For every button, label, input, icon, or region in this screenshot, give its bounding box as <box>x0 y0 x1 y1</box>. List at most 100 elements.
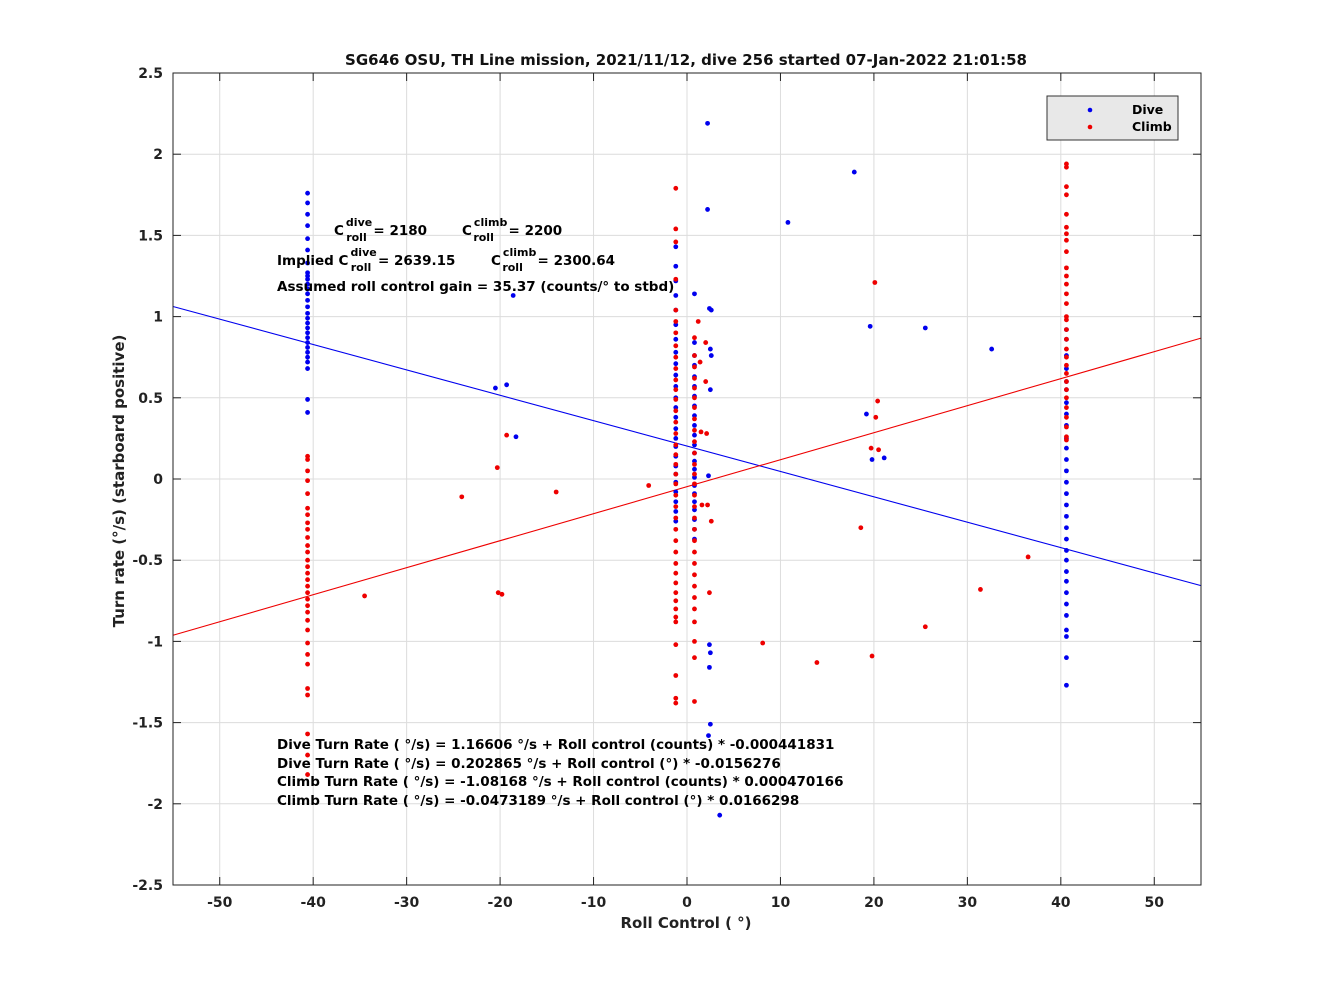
x-tick-label: 50 <box>1145 895 1165 911</box>
c-roll-climb-sup: climb <box>474 216 508 229</box>
dive-point <box>673 372 679 378</box>
dive-point <box>707 664 712 670</box>
climb-point <box>692 572 697 578</box>
climb-point <box>305 512 310 518</box>
implied-dive-sup: dive <box>350 246 376 259</box>
climb-point <box>1064 379 1069 384</box>
dive-point <box>692 432 697 438</box>
climb-degrees-equation: Climb Turn Rate ( °/s) = -0.0473189 °/s … <box>277 793 799 809</box>
climb-point <box>692 538 697 544</box>
climb-point <box>692 405 697 410</box>
climb-point <box>504 432 510 438</box>
climb-point <box>692 395 697 401</box>
climb-point <box>1064 336 1069 342</box>
climb-point <box>697 359 703 365</box>
climb-point <box>1064 371 1069 376</box>
dive-point <box>717 812 723 818</box>
y-axis-label: Turn rate (°/s) (starboard positive) <box>110 335 128 628</box>
climb-point <box>305 609 310 615</box>
climb-point <box>1064 273 1069 279</box>
climb-point <box>1064 327 1069 332</box>
climb-point <box>673 226 679 232</box>
climb-point <box>305 583 310 589</box>
y-tick-label: -1.5 <box>132 716 163 732</box>
dive-point <box>1064 613 1069 618</box>
dive-point <box>881 455 887 461</box>
dive-point <box>692 291 697 297</box>
climb-point <box>708 518 714 524</box>
implied-dive-annotation: Implied Cdive roll = 2639.15 <box>277 246 455 274</box>
climb-point <box>305 491 310 497</box>
c-roll-dive-value: = 2180 <box>369 223 427 239</box>
c-roll-climb-sub: roll <box>473 231 494 244</box>
climb-point <box>858 525 864 531</box>
dive-point <box>1064 601 1069 607</box>
dive-point <box>707 387 713 393</box>
climb-point <box>1025 554 1031 560</box>
scatter-points <box>305 120 1069 818</box>
dive-point <box>513 434 519 440</box>
dive-point <box>305 260 310 266</box>
climb-point <box>1064 301 1069 307</box>
dive-point <box>673 349 679 355</box>
dive-point <box>692 499 697 505</box>
climb-point <box>695 319 701 324</box>
dive-point <box>1064 445 1069 451</box>
climb-point <box>305 549 310 555</box>
dive-point <box>673 244 679 250</box>
climb-point <box>673 276 679 282</box>
climb-point <box>1064 249 1069 255</box>
implied-dive-sub: roll <box>351 261 372 274</box>
x-tick-label: 10 <box>771 895 791 911</box>
climb-point <box>673 431 679 436</box>
dive-point <box>305 345 310 350</box>
climb-point <box>692 699 697 704</box>
climb-point <box>305 596 310 602</box>
climb-point <box>692 385 697 391</box>
x-tick-label: -10 <box>581 895 607 911</box>
climb-point <box>692 427 697 433</box>
climb-point <box>1064 231 1069 237</box>
dive-point <box>305 276 310 282</box>
climb-point <box>673 185 679 191</box>
dive-point <box>305 410 310 415</box>
climb-point <box>692 461 697 467</box>
climb-point <box>305 543 310 548</box>
legend: Dive Climb <box>1046 95 1179 141</box>
dive-point <box>705 207 710 212</box>
climb-point <box>692 439 697 445</box>
climb-point <box>1064 424 1069 430</box>
dive-point <box>305 211 310 217</box>
climb-point <box>673 343 679 349</box>
y-tick-label: -1 <box>147 634 163 650</box>
legend-box <box>1046 95 1179 141</box>
implied-climb-prefix: C <box>491 253 501 269</box>
x-axis-ticks: -50 -40 -30 -20 -10 0 10 20 30 40 50 <box>207 73 1164 911</box>
implied-prefix: Implied C <box>277 253 349 269</box>
dive-point <box>867 323 873 329</box>
climb-point <box>692 416 697 422</box>
chart-title: SG646 OSU, TH Line mission, 2021/11/12, … <box>345 51 1027 69</box>
climb-point <box>673 606 679 612</box>
climb-point <box>1064 265 1069 271</box>
climb-point <box>673 366 679 371</box>
dive-point <box>305 236 310 242</box>
x-tick-label: 30 <box>958 895 978 911</box>
dive-point <box>707 642 712 648</box>
dive-point <box>305 335 310 341</box>
dive-point <box>305 340 310 345</box>
climb-point <box>305 686 310 691</box>
climb-point <box>1064 414 1069 420</box>
climb-point <box>673 377 679 383</box>
climb-point <box>673 614 679 620</box>
climb-point <box>873 414 879 420</box>
climb-point <box>673 354 679 360</box>
dive-point <box>1064 536 1069 542</box>
dive-point <box>1064 525 1069 531</box>
climb-point <box>305 617 310 623</box>
climb-point <box>305 661 310 667</box>
dive-point <box>692 340 697 345</box>
dive-point <box>1064 569 1069 574</box>
climb-point <box>673 561 679 566</box>
dive-point <box>305 397 310 402</box>
